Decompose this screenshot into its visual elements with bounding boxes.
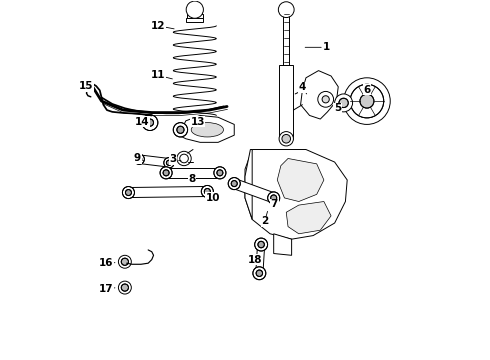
Circle shape: [339, 98, 348, 108]
Circle shape: [125, 189, 131, 195]
Polygon shape: [186, 18, 203, 22]
Circle shape: [119, 255, 131, 268]
Circle shape: [214, 167, 226, 179]
Circle shape: [217, 170, 223, 176]
Polygon shape: [233, 179, 275, 203]
Text: 18: 18: [248, 255, 262, 265]
Circle shape: [322, 96, 329, 103]
Polygon shape: [279, 65, 294, 139]
Text: 15: 15: [79, 81, 94, 91]
Circle shape: [142, 115, 158, 131]
Polygon shape: [283, 8, 290, 65]
Circle shape: [204, 189, 210, 194]
Circle shape: [164, 158, 174, 168]
Text: 13: 13: [191, 117, 205, 127]
Polygon shape: [187, 14, 202, 18]
Circle shape: [134, 154, 145, 165]
Text: 9: 9: [134, 153, 141, 163]
Polygon shape: [277, 158, 324, 202]
Circle shape: [119, 281, 131, 294]
Circle shape: [335, 94, 353, 112]
Polygon shape: [188, 10, 202, 14]
Polygon shape: [274, 234, 292, 255]
Circle shape: [343, 78, 390, 125]
Polygon shape: [139, 155, 170, 167]
Circle shape: [122, 284, 128, 291]
Circle shape: [186, 1, 203, 18]
Text: 8: 8: [188, 174, 196, 184]
Circle shape: [160, 167, 172, 179]
Circle shape: [147, 119, 153, 126]
Text: 1: 1: [323, 42, 330, 52]
Polygon shape: [166, 168, 220, 178]
Text: 6: 6: [363, 85, 370, 95]
Polygon shape: [286, 202, 331, 234]
Circle shape: [167, 160, 172, 165]
Text: 7: 7: [270, 199, 278, 210]
Text: 17: 17: [99, 284, 114, 294]
Text: 5: 5: [334, 103, 341, 113]
Circle shape: [268, 192, 280, 204]
Circle shape: [163, 170, 169, 176]
Circle shape: [255, 238, 268, 251]
Circle shape: [270, 195, 277, 201]
Circle shape: [177, 151, 191, 166]
Circle shape: [122, 258, 128, 265]
Circle shape: [201, 185, 213, 198]
Polygon shape: [245, 149, 252, 220]
Text: 2: 2: [261, 216, 269, 226]
Text: 14: 14: [135, 117, 149, 127]
Circle shape: [173, 123, 188, 137]
Circle shape: [278, 2, 294, 18]
Circle shape: [231, 181, 237, 186]
Circle shape: [253, 267, 266, 280]
Circle shape: [282, 134, 291, 143]
Circle shape: [122, 186, 134, 199]
Polygon shape: [245, 149, 347, 239]
Polygon shape: [128, 186, 207, 198]
Circle shape: [258, 241, 265, 248]
Circle shape: [256, 270, 263, 276]
Circle shape: [177, 126, 184, 134]
Circle shape: [279, 132, 294, 146]
Polygon shape: [300, 71, 338, 119]
Circle shape: [318, 91, 334, 107]
Text: 3: 3: [170, 154, 177, 164]
Circle shape: [137, 157, 142, 162]
Polygon shape: [256, 244, 265, 274]
Text: 4: 4: [299, 82, 306, 93]
Ellipse shape: [191, 123, 223, 137]
Polygon shape: [179, 116, 234, 142]
Text: 12: 12: [151, 21, 166, 31]
Circle shape: [360, 94, 374, 108]
Text: 10: 10: [205, 193, 220, 203]
Text: 11: 11: [151, 70, 166, 80]
Circle shape: [228, 177, 240, 190]
Text: 16: 16: [99, 258, 114, 268]
Circle shape: [350, 84, 384, 118]
